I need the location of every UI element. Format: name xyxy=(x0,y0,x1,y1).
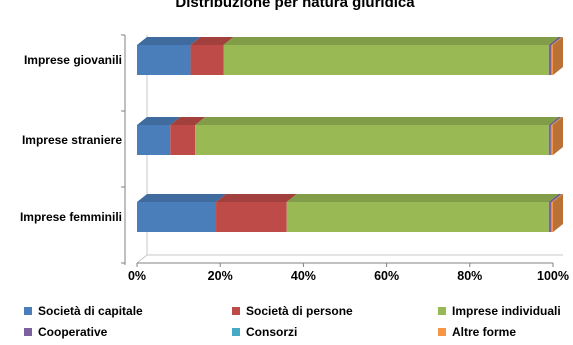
bar-segment xyxy=(195,117,559,155)
bar-segment-front xyxy=(548,202,552,232)
legend-item: Società di persone xyxy=(232,304,353,318)
bar-side-face xyxy=(553,37,563,75)
bar-segment xyxy=(286,194,559,232)
bar-segment-top xyxy=(548,37,562,45)
legend-swatch xyxy=(438,307,446,315)
legend-item: Cooperative xyxy=(24,325,108,339)
bar-segment-front xyxy=(551,125,553,155)
bar-segment-front xyxy=(137,45,191,75)
bar-segment-top xyxy=(551,194,563,202)
bar-segment-top xyxy=(223,37,559,45)
bar-segment-front xyxy=(190,45,224,75)
bar-segment-top xyxy=(551,117,563,125)
legend-label: Cooperative xyxy=(38,325,108,339)
category-label: Imprese straniere xyxy=(22,133,122,147)
bar-segment-top xyxy=(170,117,206,125)
chart-title: Distribuzione per natura giuridica xyxy=(175,0,415,11)
legend-swatch xyxy=(24,328,32,336)
legend-item: Consorzi xyxy=(232,325,297,339)
legend-swatch xyxy=(438,328,446,336)
category-label: Imprese giovanili xyxy=(24,53,122,67)
bar-segment-front xyxy=(195,125,549,155)
bar-segment-front xyxy=(286,202,549,232)
bar-segment xyxy=(548,117,561,155)
legend-label: Consorzi xyxy=(246,325,297,339)
bar-segment-front xyxy=(137,125,171,155)
legend-swatch xyxy=(232,328,240,336)
bar-segment-top xyxy=(137,194,227,202)
bar-segment xyxy=(223,37,559,75)
x-tick-label: 60% xyxy=(374,269,399,283)
legend-swatch xyxy=(24,307,32,315)
bar-segment-front xyxy=(551,202,553,232)
x-tick-label: 20% xyxy=(208,269,233,283)
bar-segment xyxy=(137,37,201,75)
bar-segment-top xyxy=(137,37,201,45)
bar-segment-top xyxy=(195,117,559,125)
x-tick-label: 100% xyxy=(537,269,569,283)
bar-segment xyxy=(137,194,227,232)
bar-segment-top xyxy=(190,37,234,45)
bar-segment-front xyxy=(548,45,552,75)
legend-swatch xyxy=(232,307,240,315)
x-tick-label: 80% xyxy=(457,269,482,283)
bar-segment-top xyxy=(286,194,559,202)
bar-segment-top xyxy=(548,194,562,202)
legend-item: Altre forme xyxy=(438,325,516,339)
legend-label: Imprese individuali xyxy=(452,304,561,318)
bar-segment xyxy=(548,37,562,75)
x-tick-label: 0% xyxy=(128,269,146,283)
category-label: Imprese femminili xyxy=(20,210,122,224)
bar-segment-front xyxy=(216,202,287,232)
bar-segment-front xyxy=(137,202,217,232)
legend-item: Società di capitale xyxy=(24,304,143,318)
bar-segment-top xyxy=(551,37,563,45)
legend-label: Società di capitale xyxy=(38,304,143,318)
bar-segment-top xyxy=(548,117,561,125)
bar-side-face xyxy=(553,117,563,155)
bar-segment-top xyxy=(137,117,181,125)
bar-segment xyxy=(190,37,234,75)
bar-segment xyxy=(551,194,563,232)
bar-segment xyxy=(551,37,563,75)
x-tick-label: 40% xyxy=(291,269,316,283)
bar-segment-front xyxy=(551,202,552,232)
bar-segment-top xyxy=(216,194,297,202)
bar-segment-front xyxy=(551,45,552,75)
bar-segment-front xyxy=(548,125,551,155)
bar-segment-front xyxy=(550,125,552,155)
bar-segment xyxy=(170,117,206,155)
legend-label: Società di persone xyxy=(246,304,353,318)
bar-segment-front xyxy=(170,125,196,155)
bar-segment xyxy=(551,117,563,155)
bar-segment xyxy=(216,194,297,232)
legend-label: Altre forme xyxy=(452,325,516,339)
bar-segment xyxy=(137,117,181,155)
bar-segment-front xyxy=(223,45,549,75)
bar-side-face xyxy=(553,194,563,232)
bar-segment xyxy=(548,194,562,232)
floor-edge xyxy=(136,254,563,264)
bar-segment-front xyxy=(551,45,553,75)
legend-item: Imprese individuali xyxy=(438,304,561,318)
